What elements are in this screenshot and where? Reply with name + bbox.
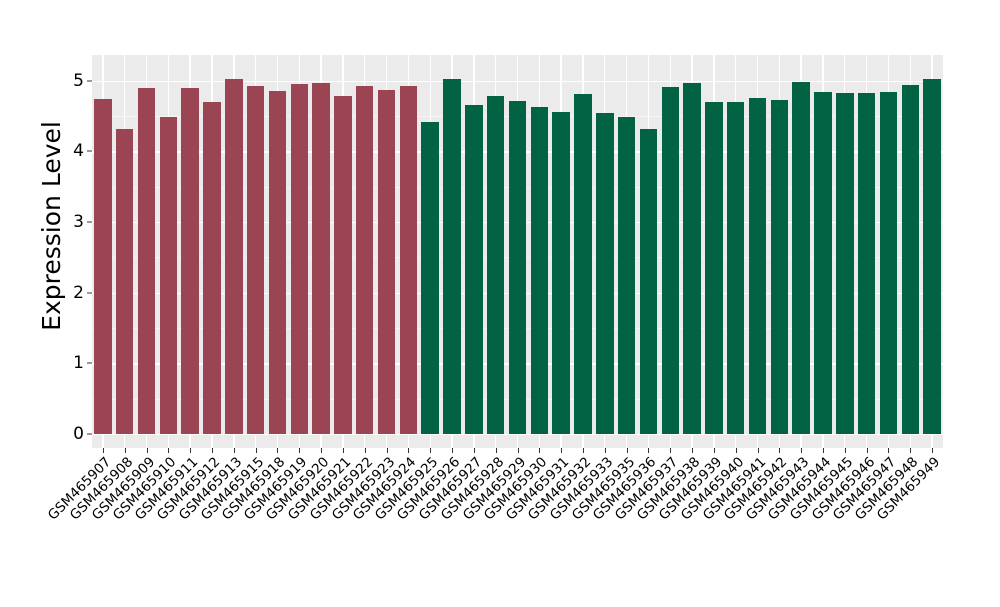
x-tick-mark <box>146 448 148 453</box>
x-tick-mark <box>495 448 497 453</box>
bar[interactable] <box>508 101 527 434</box>
y-tick-label: 5 <box>73 70 84 91</box>
x-tick-mark <box>866 448 868 453</box>
x-tick-mark <box>844 448 846 453</box>
y-tick-label: 3 <box>73 212 84 232</box>
x-tick-mark <box>452 448 454 453</box>
x-tick-mark <box>102 448 104 453</box>
bar[interactable] <box>879 91 898 434</box>
bar[interactable] <box>181 87 199 434</box>
x-tick-mark <box>277 448 279 453</box>
x-tick-mark <box>582 448 584 453</box>
x-tick-mark <box>561 448 563 453</box>
bar[interactable] <box>225 79 243 434</box>
x-tick-mark <box>910 448 912 453</box>
x-tick-mark <box>648 448 650 453</box>
bar[interactable] <box>399 85 418 434</box>
x-tick-mark <box>517 448 519 453</box>
x-tick-mark <box>713 448 715 453</box>
x-axis-ticks <box>92 448 943 454</box>
x-tick-mark <box>321 448 323 453</box>
x-tick-mark <box>626 448 628 453</box>
x-tick-mark <box>233 448 235 453</box>
bar[interactable] <box>814 91 832 434</box>
bar[interactable] <box>137 88 156 434</box>
bar[interactable] <box>246 86 265 434</box>
x-tick-mark <box>255 448 257 453</box>
x-tick-mark <box>364 448 366 453</box>
x-tick-mark <box>692 448 694 453</box>
bar[interactable] <box>421 122 439 434</box>
bar[interactable] <box>836 93 854 434</box>
bar[interactable] <box>596 113 614 434</box>
bar[interactable] <box>290 83 309 434</box>
bar[interactable] <box>552 111 570 434</box>
y-tick-label: 2 <box>73 282 84 303</box>
bar[interactable] <box>116 128 134 434</box>
bar[interactable] <box>639 129 658 434</box>
bar[interactable] <box>574 94 592 434</box>
x-tick-mark <box>932 448 934 453</box>
bar[interactable] <box>792 82 810 434</box>
x-tick-mark <box>430 448 432 453</box>
x-tick-mark <box>124 448 126 453</box>
bar[interactable] <box>443 79 461 434</box>
y-tick-mark <box>87 221 92 223</box>
x-tick-mark <box>779 448 781 453</box>
bar[interactable] <box>159 116 178 434</box>
bar[interactable] <box>377 89 396 434</box>
x-tick-mark <box>539 448 541 453</box>
bar[interactable] <box>312 82 330 434</box>
x-tick-mark <box>822 448 824 453</box>
x-tick-mark <box>212 448 213 453</box>
x-tick-mark <box>888 448 890 453</box>
bar[interactable] <box>465 104 483 434</box>
y-tick-mark <box>87 362 92 364</box>
bar[interactable] <box>770 99 789 434</box>
x-axis-labels: GSM465907 GSM465908 GSM465909 GSM465910 GSM4… <box>45 454 944 574</box>
y-tick-label: 4 <box>73 141 84 162</box>
bar[interactable] <box>203 101 221 434</box>
x-tick-mark <box>757 448 759 453</box>
bar[interactable] <box>705 101 723 434</box>
bar[interactable] <box>94 99 112 434</box>
bar[interactable] <box>748 97 767 434</box>
x-tick-mark <box>386 448 388 453</box>
y-tick-mark <box>87 292 92 294</box>
x-tick-mark <box>670 448 672 453</box>
x-tick-mark <box>342 448 344 453</box>
x-tick-mark <box>299 448 301 453</box>
y-tick-label: 0 <box>73 424 84 444</box>
x-tick-mark <box>190 448 192 453</box>
plot-panel <box>92 55 943 448</box>
x-tick-mark <box>801 448 803 453</box>
bar[interactable] <box>923 79 941 434</box>
x-tick-mark <box>735 448 737 453</box>
y-tick-label: 1 <box>73 353 84 374</box>
bar[interactable] <box>530 106 549 434</box>
bar[interactable] <box>661 87 679 434</box>
bar[interactable] <box>268 91 287 434</box>
bar[interactable] <box>356 86 374 434</box>
bar[interactable] <box>857 93 876 434</box>
y-tick-mark <box>87 433 92 435</box>
bar[interactable] <box>486 95 505 434</box>
y-axis: 0 1 2 3 4 5 <box>60 55 92 448</box>
y-tick-mark <box>87 150 92 152</box>
bar[interactable] <box>334 95 352 434</box>
x-tick-mark <box>473 448 475 453</box>
bar[interactable] <box>726 101 745 434</box>
y-tick-mark <box>87 80 92 82</box>
bar[interactable] <box>617 117 636 434</box>
x-tick-mark <box>604 448 606 453</box>
bar[interactable] <box>901 84 919 434</box>
x-tick-mark <box>408 448 410 453</box>
bar[interactable] <box>683 82 701 434</box>
x-tick-mark <box>168 448 170 453</box>
